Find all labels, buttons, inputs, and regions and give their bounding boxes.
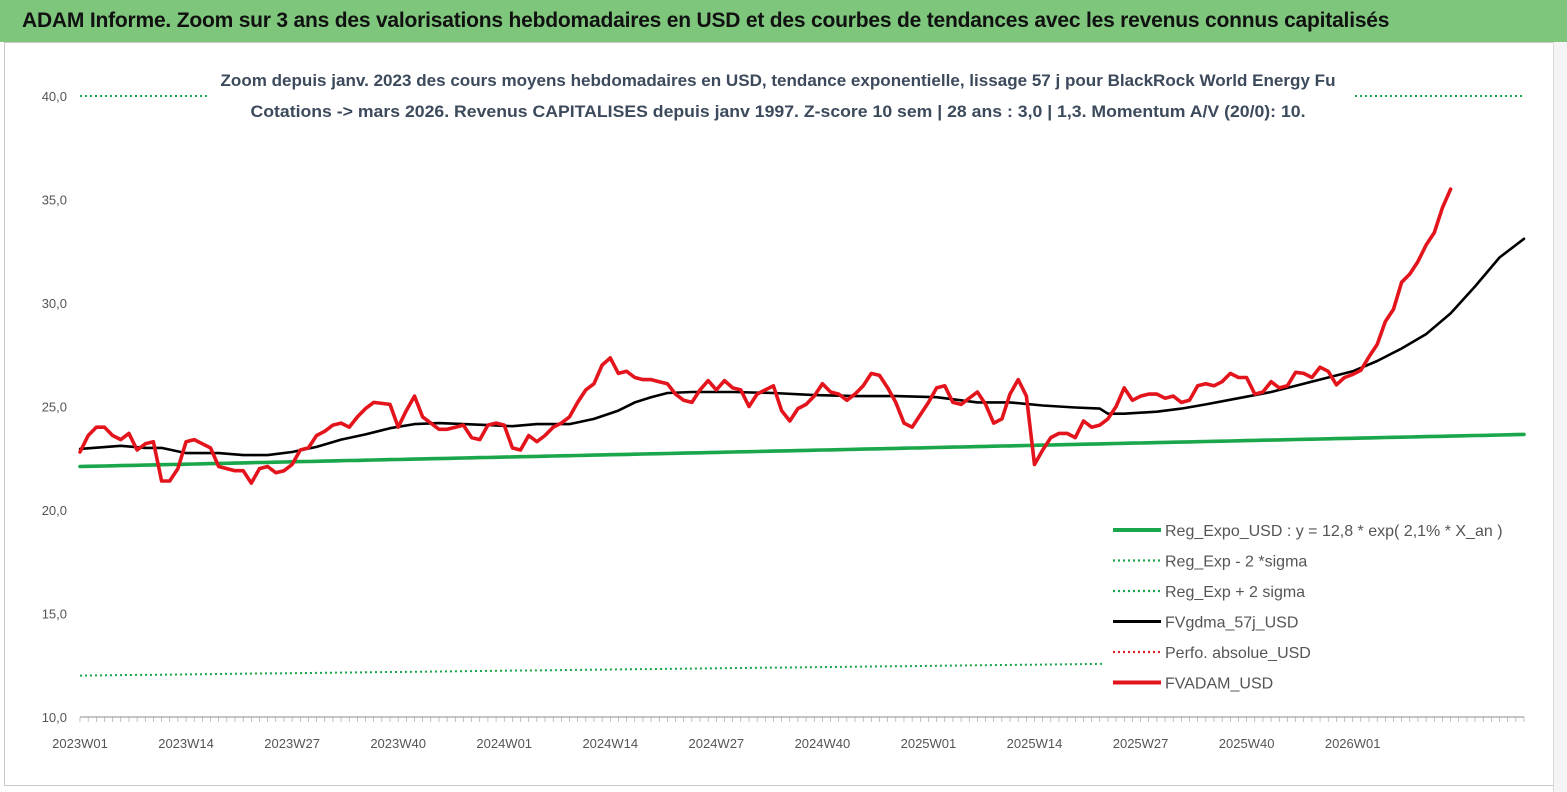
right-edge-panel (1553, 42, 1567, 792)
series-line-1 (79, 658, 1525, 677)
x-tick-label: 2025W01 (901, 736, 957, 751)
chart-frame: 10,0 15,0 20,0 25,0 30,0 35,0 40,0 2023W01 2023… (4, 42, 1555, 786)
y-tick-label: 10,0 (42, 710, 67, 725)
legend-label: FVgdma_57j_USD (1165, 615, 1298, 632)
x-tick-label: 2023W40 (370, 736, 426, 751)
chart-title-line2: Cotations -> mars 2026. Revenus CAPITALI… (251, 102, 1306, 121)
chart-svg: 10,015,020,025,030,035,040,0 2023W01 2023… (42, 65, 1526, 751)
legend-label: Reg_Exp - 2 *sigma (1165, 554, 1307, 571)
x-tick-label: 2026W01 (1325, 736, 1381, 751)
x-tick-label: 2025W27 (1113, 736, 1169, 751)
legend-label: Reg_Exp + 2 sigma (1165, 584, 1305, 601)
y-axis: 10,0 15,0 20,0 25,0 30,0 35,0 40,0 (42, 89, 67, 725)
series-line-0 (78, 432, 1526, 469)
chart-title-line1: Zoom depuis janv. 2023 des cours moyens … (221, 71, 1336, 90)
y-tick-label: 25,0 (42, 400, 67, 415)
banner: ADAM Informe. Zoom sur 3 ans des valoris… (0, 0, 1567, 42)
y-tick-label: 30,0 (42, 296, 67, 311)
legend-label: FVADAM_USD (1165, 676, 1273, 693)
y-tick-label: 35,0 (42, 193, 67, 208)
x-tick-label: 2024W14 (582, 736, 638, 751)
x-tick-label: 2024W40 (795, 736, 851, 751)
x-tick-label: 2024W01 (476, 736, 532, 751)
series-line-5 (78, 187, 1453, 485)
x-tick-label: 2024W27 (689, 736, 745, 751)
y-tick-label: 40,0 (42, 89, 67, 104)
y-tick-label: 15,0 (42, 607, 67, 622)
x-tick-label: 2023W14 (158, 736, 214, 751)
series-line-3 (78, 237, 1526, 457)
legend-bg (1105, 513, 1525, 703)
y-tick-label: 20,0 (42, 503, 67, 518)
banner-title: ADAM Informe. Zoom sur 3 ans des valoris… (22, 9, 1390, 32)
chart-title: Zoom depuis janv. 2023 des cours moyens … (210, 65, 1355, 129)
legend-label: Perfo. absolue_USD (1165, 645, 1311, 662)
x-axis: 2023W01 2023W14 2023W27 2023W40 2024W01 2024W… (52, 716, 1525, 751)
x-tick-label: 2023W01 (52, 736, 108, 751)
x-tick-label: 2025W14 (1007, 736, 1063, 751)
legend: Reg_Expo_USD : y = 12,8 * exp( 2,1% * X_… (1105, 513, 1525, 703)
x-tick-label: 2025W40 (1219, 736, 1275, 751)
chart-title-bg (210, 65, 1355, 129)
legend-label: Reg_Expo_USD : y = 12,8 * exp( 2,1% * X_… (1165, 523, 1503, 540)
x-tick-label: 2023W27 (264, 736, 320, 751)
